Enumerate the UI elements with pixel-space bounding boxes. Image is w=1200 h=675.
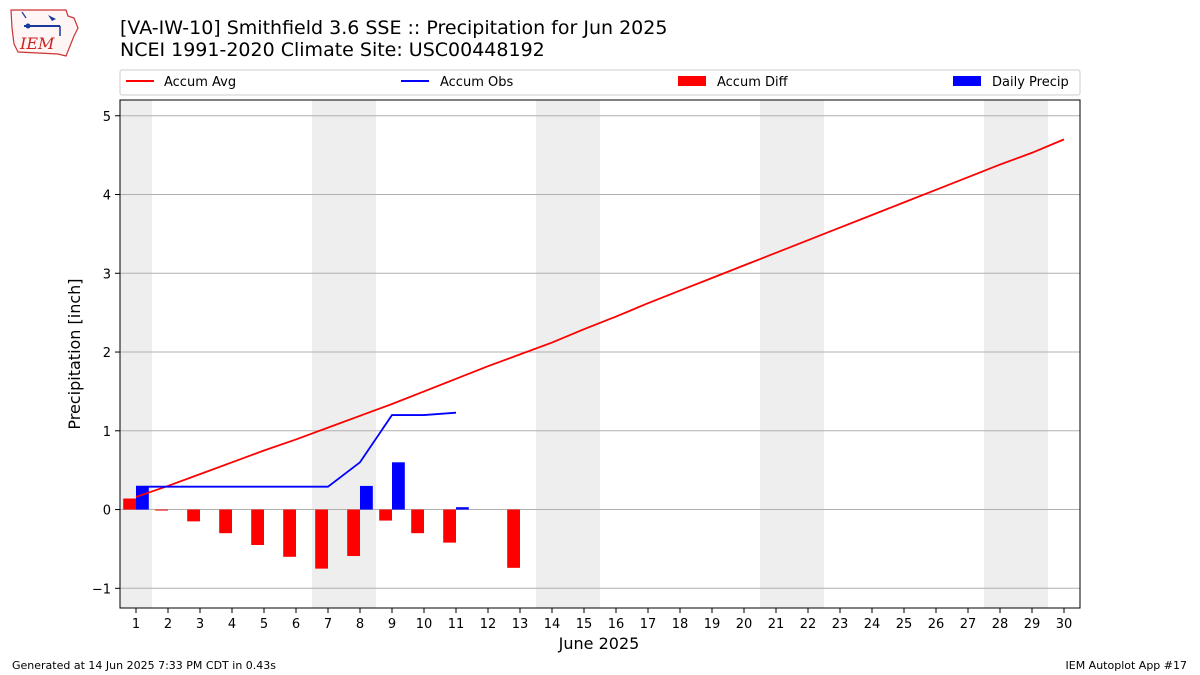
legend: Accum Avg Accum Obs Accum Diff Daily Precip [119, 69, 1081, 96]
x-tick-label: 9 [388, 617, 396, 632]
x-tick-label: 26 [928, 617, 945, 632]
weekend-band [120, 100, 152, 608]
legend-bar-swatch [678, 76, 706, 86]
legend-label: Accum Diff [717, 75, 789, 90]
x-tick-label: 27 [960, 617, 977, 632]
weekend-band [760, 100, 824, 608]
x-tick-label: 14 [544, 617, 561, 632]
x-tick-label: 12 [480, 617, 497, 632]
x-axis-ticks: 1 2 3 4 5 6 7 8 9 10 11 12 13 14 15 16 17 18 19 20 21 22 23 24 2… [132, 608, 1072, 632]
accum-diff-bar [187, 509, 200, 522]
legend-box [119, 69, 1081, 96]
weekend-band [536, 100, 600, 608]
accum-obs-line [136, 411, 457, 488]
y-tick-label: 1 [103, 425, 111, 440]
chart-title: [VA-IW-10] Smithfield 3.6 SSE :: Precipi… [120, 17, 668, 39]
accum-diff-bar [123, 498, 136, 510]
accum-diff-bar [411, 509, 424, 534]
x-tick-label: 17 [640, 617, 657, 632]
x-tick-label: 15 [576, 617, 593, 632]
x-tick-label: 23 [832, 617, 849, 632]
x-tick-label: 11 [448, 617, 465, 632]
y-tick-label: 3 [103, 267, 111, 282]
x-tick-label: 19 [704, 617, 721, 632]
y-axis-ticks: −1 0 1 2 3 4 5 [92, 110, 120, 597]
weekend-shading [120, 100, 1048, 608]
chart-subtitle: NCEI 1991-2020 Climate Site: USC00448192 [120, 39, 545, 61]
footer-generated-text: Generated at 14 Jun 2025 7:33 PM CDT in … [12, 659, 277, 672]
x-tick-label: 18 [672, 617, 689, 632]
y-tick-label: −1 [92, 582, 111, 597]
accum-diff-bar [219, 509, 232, 534]
y-axis-label: Precipitation [inch] [65, 278, 84, 429]
y-tick-label: 2 [103, 346, 111, 361]
x-tick-label: 28 [992, 617, 1009, 632]
x-tick-label: 8 [356, 617, 364, 632]
x-tick-label: 24 [864, 617, 881, 632]
accum-diff-bar [443, 509, 456, 543]
x-tick-label: 20 [736, 617, 753, 632]
y-tick-label: 0 [103, 504, 111, 519]
iem-logo: IEM [10, 9, 79, 57]
daily-precip-bar [456, 507, 469, 510]
x-tick-label: 10 [416, 617, 433, 632]
accum-diff-bar [507, 509, 520, 568]
legend-bar-swatch [953, 76, 981, 86]
y-tick-label: 4 [103, 189, 111, 204]
accum-diff-bar [251, 509, 264, 545]
bars [123, 462, 520, 569]
legend-label: Daily Precip [992, 75, 1069, 90]
lines [135, 138, 1065, 498]
y-tick-label: 5 [103, 110, 111, 125]
daily-precip-bar [136, 486, 149, 510]
x-tick-label: 21 [768, 617, 785, 632]
daily-precip-bar [360, 485, 373, 510]
weekend-band [984, 100, 1048, 608]
logo-text: IEM [19, 34, 55, 53]
x-tick-label: 7 [324, 617, 332, 632]
accum-diff-bar [155, 509, 168, 511]
x-axis-label: June 2025 [558, 634, 640, 653]
accum-diff-bar [283, 509, 296, 557]
plot-area-frame [119, 99, 1081, 609]
accum-diff-bar [347, 509, 360, 557]
x-tick-label: 1 [132, 617, 140, 632]
legend-label: Accum Obs [440, 75, 513, 90]
accum-avg-line [135, 138, 1065, 498]
x-tick-label: 30 [1056, 617, 1073, 632]
x-tick-label: 3 [196, 617, 204, 632]
daily-precip-bar [392, 462, 405, 510]
x-tick-label: 16 [608, 617, 625, 632]
x-tick-label: 22 [800, 617, 817, 632]
x-tick-label: 4 [228, 617, 236, 632]
x-tick-label: 5 [260, 617, 268, 632]
accum-diff-bar [379, 509, 392, 521]
x-tick-label: 29 [1024, 617, 1041, 632]
x-tick-label: 6 [292, 617, 300, 632]
x-tick-label: 13 [512, 617, 529, 632]
x-tick-label: 25 [896, 617, 913, 632]
grid-lines [120, 115, 1080, 589]
legend-label: Accum Avg [164, 75, 236, 90]
x-tick-label: 2 [164, 617, 172, 632]
footer-app-text: IEM Autoplot App #17 [1065, 659, 1188, 672]
accum-diff-bar [315, 509, 328, 569]
